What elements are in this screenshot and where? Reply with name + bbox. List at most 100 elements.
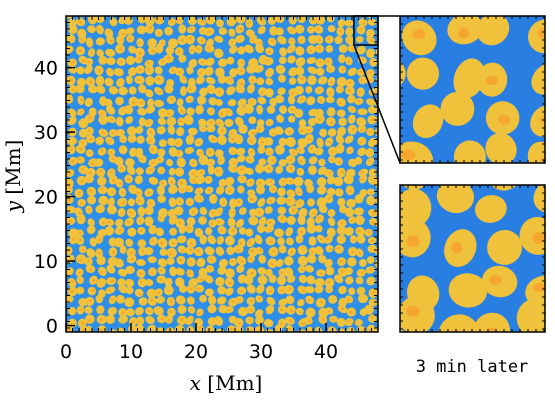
granule bbox=[84, 306, 93, 314]
granule-core bbox=[189, 48, 194, 51]
granule-core bbox=[219, 112, 224, 115]
granule bbox=[337, 19, 346, 28]
granule bbox=[127, 227, 137, 237]
granule bbox=[86, 195, 97, 205]
granule bbox=[384, 238, 394, 248]
granule-core bbox=[210, 222, 213, 225]
granule bbox=[406, 57, 440, 90]
granule-core bbox=[308, 28, 312, 31]
granule-core bbox=[308, 49, 313, 53]
granule bbox=[263, 318, 274, 328]
granule bbox=[98, 55, 108, 65]
granule-core bbox=[100, 149, 104, 152]
granule-core bbox=[287, 198, 292, 202]
granule-core bbox=[68, 187, 72, 190]
zoom-connector-bottom bbox=[353, 44, 401, 164]
granule-core bbox=[198, 71, 202, 75]
granule bbox=[144, 205, 154, 216]
granule bbox=[236, 154, 246, 163]
y-axis-variable: y bbox=[1, 200, 25, 213]
granule-core bbox=[197, 287, 201, 290]
granule bbox=[387, 187, 399, 199]
granule bbox=[269, 97, 277, 107]
granule-core bbox=[119, 47, 123, 51]
granule bbox=[258, 158, 267, 166]
granule bbox=[198, 118, 207, 128]
granule bbox=[364, 304, 374, 315]
granule-core bbox=[372, 211, 376, 214]
granule-core bbox=[277, 339, 280, 342]
granule-core bbox=[139, 272, 143, 276]
granule-core bbox=[300, 77, 305, 81]
granule bbox=[258, 254, 267, 264]
granule-core bbox=[107, 140, 111, 143]
granule-core bbox=[236, 248, 241, 252]
granule bbox=[277, 36, 287, 45]
y-axis-title: y [Mm] bbox=[1, 140, 25, 214]
granule bbox=[168, 147, 178, 157]
granule-core bbox=[178, 258, 182, 262]
granule bbox=[224, 176, 235, 186]
granule bbox=[164, 26, 174, 36]
granule-core bbox=[171, 69, 175, 72]
granule-core bbox=[119, 12, 122, 14]
granule-core bbox=[71, 280, 74, 284]
granule-core bbox=[268, 180, 273, 183]
granule bbox=[135, 316, 145, 325]
granule bbox=[265, 67, 275, 78]
granule-core bbox=[78, 238, 82, 242]
granule-core bbox=[218, 238, 222, 241]
granule-core bbox=[348, 150, 352, 153]
granule bbox=[325, 45, 334, 53]
granule-core bbox=[387, 80, 390, 82]
granule bbox=[390, 0, 435, 15]
granule bbox=[297, 298, 305, 307]
granule-core bbox=[351, 238, 355, 242]
granule-core bbox=[101, 132, 106, 135]
granule-core bbox=[182, 77, 186, 80]
granule-core bbox=[69, 147, 73, 151]
granule bbox=[368, 298, 377, 307]
granule-core bbox=[330, 150, 334, 154]
granule bbox=[135, 306, 144, 316]
granule-core bbox=[149, 130, 153, 134]
granule bbox=[346, 326, 355, 332]
granule bbox=[474, 195, 507, 223]
granule bbox=[256, 284, 265, 294]
granule bbox=[365, 148, 375, 158]
granule bbox=[378, 159, 387, 168]
granule-core bbox=[358, 37, 361, 41]
granule bbox=[175, 167, 185, 177]
granule bbox=[306, 275, 316, 285]
granule-core bbox=[272, 188, 275, 191]
granule-core bbox=[88, 299, 93, 303]
granule-core bbox=[207, 46, 210, 50]
granule-core bbox=[136, 191, 140, 195]
granule-core bbox=[250, 299, 254, 303]
granule-core bbox=[360, 178, 365, 181]
granule-core bbox=[393, 89, 396, 91]
granule bbox=[353, 207, 364, 216]
granule-core bbox=[120, 166, 124, 170]
granule bbox=[157, 195, 166, 203]
granule bbox=[95, 136, 104, 146]
granule-core bbox=[388, 211, 392, 213]
granule bbox=[236, 106, 246, 116]
granule bbox=[226, 17, 237, 27]
granule bbox=[237, 185, 245, 194]
granule bbox=[248, 116, 257, 125]
granule-core bbox=[389, 149, 392, 152]
granule-core bbox=[121, 138, 124, 142]
granule bbox=[305, 307, 316, 318]
granule-core bbox=[58, 180, 61, 182]
granule-core bbox=[267, 122, 271, 125]
granule bbox=[347, 257, 357, 267]
granule-core bbox=[485, 327, 498, 332]
granule bbox=[207, 235, 216, 245]
granule bbox=[199, 294, 207, 303]
granule bbox=[266, 105, 276, 114]
granule bbox=[308, 7, 317, 16]
granule-core bbox=[60, 270, 63, 272]
granule bbox=[96, 278, 107, 288]
granule bbox=[136, 259, 146, 267]
